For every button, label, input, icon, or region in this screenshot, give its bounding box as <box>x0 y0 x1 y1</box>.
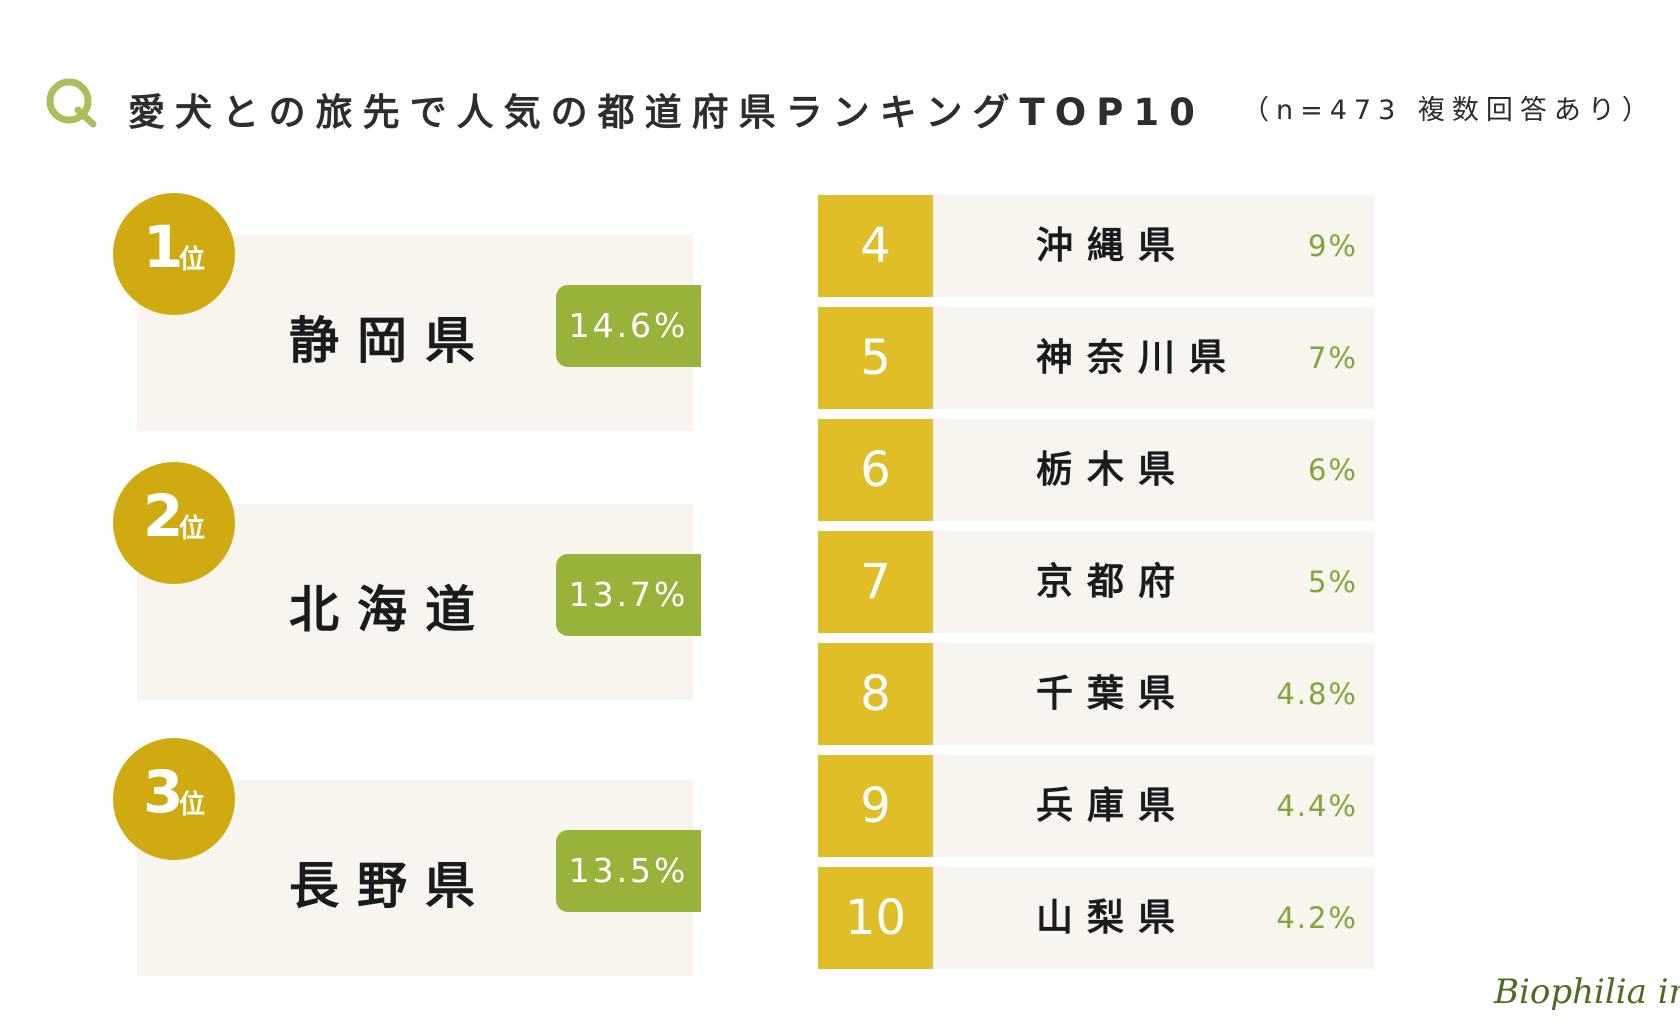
percent-value: 4.2% <box>1276 901 1358 935</box>
row-panel <box>933 195 1374 297</box>
prefecture-name: 神奈川県 <box>1036 336 1240 379</box>
top-card-2: 2 位 北海道 13.7% <box>113 462 701 700</box>
row-panel <box>933 531 1374 633</box>
rank-box: 5 <box>818 307 933 409</box>
top-card-3: 3 位 長野県 13.5% <box>113 738 701 976</box>
row-panel <box>933 307 1374 409</box>
sample-note: （n=473 複数回答あり） <box>1242 95 1656 126</box>
percent-badge: 13.7% <box>556 554 701 636</box>
ranking-row-5: 5 神奈川県 7% <box>818 307 1374 409</box>
ranking-row-9: 9 兵庫県 4.4% <box>818 755 1374 857</box>
rank-box: 10 <box>818 867 933 969</box>
rank-box: 4 <box>818 195 933 297</box>
rank-medal: 3 位 <box>113 738 235 860</box>
chart-title: 愛犬との旅先で人気の都道府県ランキングTOP10 <box>128 91 1205 134</box>
prefecture-name: 沖縄県 <box>1036 224 1189 267</box>
rank-suffix: 位 <box>179 245 206 275</box>
rank-box: 9 <box>818 755 933 857</box>
percent-value: 9% <box>1307 229 1358 263</box>
ranking-row-10: 10 山梨県 4.2% <box>818 867 1374 969</box>
top-card-1: 1 位 静岡県 14.6% <box>113 193 701 431</box>
rank-number: 1 <box>143 213 184 281</box>
percent-badge: 14.6% <box>556 285 701 367</box>
percent-badge: 13.5% <box>556 830 701 912</box>
row-panel <box>933 755 1374 857</box>
row-panel <box>933 419 1374 521</box>
company-logo: Biophilia inc. <box>1494 972 1680 1012</box>
header: 愛犬との旅先で人気の都道府県ランキングTOP10 （n=473 複数回答あり） <box>44 72 1649 134</box>
row-panel <box>933 643 1374 745</box>
prefecture-name: 兵庫県 <box>1036 784 1189 827</box>
rank-number: 3 <box>143 758 184 826</box>
ranking-row-7: 7 京都府 5% <box>818 531 1374 633</box>
prefecture-name: 静岡県 <box>289 312 493 370</box>
rank-box: 6 <box>818 419 933 521</box>
q-icon <box>46 78 97 128</box>
ranking-row-4: 4 沖縄県 9% <box>818 195 1374 297</box>
percent-value: 4.8% <box>1276 677 1358 711</box>
ranking-row-6: 6 栃木県 6% <box>818 419 1374 521</box>
rank-box: 7 <box>818 531 933 633</box>
rank-medal: 1 位 <box>113 193 235 315</box>
row-panel <box>933 867 1374 969</box>
prefecture-name: 千葉県 <box>1036 672 1189 715</box>
percent-value: 6% <box>1307 453 1358 487</box>
percent-value: 4.4% <box>1276 789 1358 823</box>
prefecture-name: 北海道 <box>289 581 493 639</box>
prefecture-name: 栃木県 <box>1036 448 1189 491</box>
ranking-row-8: 8 千葉県 4.8% <box>818 643 1374 745</box>
rank-suffix: 位 <box>179 514 206 544</box>
prefecture-name: 京都府 <box>1036 560 1189 603</box>
prefecture-name: 長野県 <box>289 857 493 915</box>
rank-medal: 2 位 <box>113 462 235 584</box>
percent-value: 7% <box>1307 341 1358 375</box>
prefecture-name: 山梨県 <box>1036 896 1189 939</box>
rank-number: 2 <box>143 482 184 550</box>
rank-box: 8 <box>818 643 933 745</box>
rank-suffix: 位 <box>179 790 206 820</box>
percent-value: 5% <box>1307 565 1358 599</box>
